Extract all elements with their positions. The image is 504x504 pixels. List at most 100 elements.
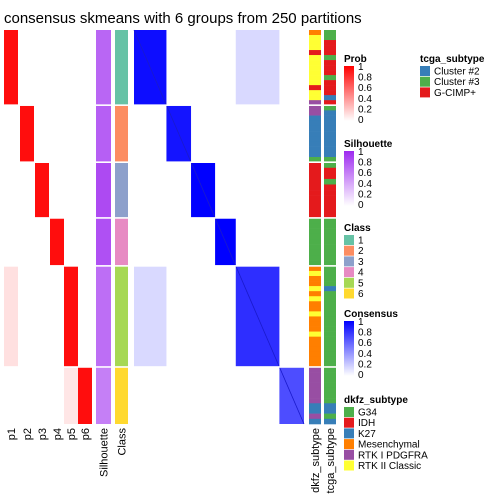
prob-column-label-p5: p5 <box>66 428 78 440</box>
tcga-legend-label: G-CIMP+ <box>434 88 476 99</box>
tcga-cell-class1-6 <box>324 60 336 66</box>
class-legend-label: 6 <box>358 289 364 300</box>
dkfz-cell-class6-5 <box>309 392 321 399</box>
consensus-legend-tick: 0 <box>358 370 364 381</box>
silhouette-legend-tick: 0.8 <box>358 158 372 169</box>
prob-cell-p4-class1 <box>50 30 64 106</box>
silhouette-bar-class4 <box>96 217 111 266</box>
consensus-diagonal-class1 <box>133 29 167 106</box>
dkfz-cell-class6-2 <box>309 377 321 383</box>
dkfz-cell-class3-1 <box>309 167 321 174</box>
tcga-cell-class5-16 <box>324 346 336 353</box>
class-cell-3 <box>115 162 128 218</box>
tcga-cell-class2-10 <box>324 157 336 163</box>
tcga-cell-class2-6 <box>324 136 336 142</box>
prob-cell-p4-class6 <box>50 366 64 424</box>
dkfz-cell-class1-3 <box>309 45 321 51</box>
tcga-cell-class2-4 <box>324 125 336 132</box>
tcga-cell-class5-1 <box>324 270 336 277</box>
dkfz-cell-class4-2 <box>309 228 321 235</box>
tcga-cell-class2-7 <box>324 141 336 147</box>
tcga-cell-class6-8 <box>324 408 336 414</box>
dkfz-legend-label: K27 <box>358 429 376 440</box>
silhouette-legend-title: Silhouette <box>344 139 393 150</box>
prob-cell-p2-class3 <box>20 162 34 218</box>
dkfz-cell-class4-8 <box>309 260 321 267</box>
dkfz-cell-class1-6 <box>309 60 321 66</box>
dkfz-cell-class1-9 <box>309 75 321 81</box>
class-legend-label: 2 <box>358 246 364 257</box>
dkfz-legend-swatch <box>344 417 354 428</box>
prob-cell-p2-class5 <box>20 265 34 367</box>
dkfz-cell-class5-5 <box>309 291 321 297</box>
prob-cell-p4-class3 <box>50 162 64 218</box>
dkfz-cell-class5-10 <box>309 316 321 322</box>
dkfz-cell-class5-8 <box>309 306 321 312</box>
legends: Prob10.80.60.40.20Silhouette10.80.60.40.… <box>344 54 485 472</box>
dkfz-cell-class4-4 <box>309 239 321 245</box>
tcga-cell-class6-4 <box>324 387 336 394</box>
column-labels: p1 p2 p3 p4 p5 p6 Silhouette Class dkfz_subtype t… <box>6 428 337 494</box>
dkfz-cell-class1-0 <box>309 30 321 36</box>
consensus-diagonal-class6 <box>279 366 305 425</box>
prob-legend-tick: 0.6 <box>358 83 372 94</box>
tcga-cell-class1-7 <box>324 65 336 71</box>
prob-cell-p1-class2 <box>4 105 18 163</box>
silhouette-bar-class2 <box>96 105 111 163</box>
prob-cell-p3-class3 <box>35 162 49 218</box>
group-separator <box>0 366 340 368</box>
prob-cell-p2-class6 <box>20 366 34 424</box>
tcga-cell-class5-6 <box>324 296 336 302</box>
dkfz-cell-class6-6 <box>309 398 321 404</box>
prob-cell-p6-class6 <box>78 366 92 424</box>
dkfz-legend-label: RTK I PDGFRA <box>358 450 428 461</box>
dkfz-cell-class1-11 <box>309 85 321 91</box>
silhouette-column-label: Silhouette <box>99 428 111 477</box>
dkfz-cell-class3-5 <box>309 190 321 196</box>
dkfz-cell-class3-7 <box>309 201 321 208</box>
tcga-cell-class5-11 <box>324 321 336 327</box>
prob-cell-p5-class6 <box>64 366 78 424</box>
tcga-cell-class4-5 <box>324 244 336 251</box>
tcga-cell-class6-2 <box>324 377 336 383</box>
heatmap-panels <box>0 29 340 425</box>
dkfz-cell-class6-4 <box>309 387 321 394</box>
dkfz-cell-class6-3 <box>309 382 321 389</box>
dkfz-cell-class6-1 <box>309 372 321 378</box>
dkfz-cell-class5-18 <box>309 356 321 363</box>
prob-legend-tick: 0.2 <box>358 104 372 115</box>
tcga-cell-class4-2 <box>324 228 336 235</box>
class-legend-swatch <box>344 288 354 299</box>
tcga-cell-class3-9 <box>324 212 336 219</box>
tcga-cell-class1-5 <box>324 55 336 61</box>
prob-legend-tick: 1 <box>358 62 364 73</box>
tcga-cell-class5-8 <box>324 306 336 312</box>
dkfz-cell-class2-3 <box>309 120 321 127</box>
consensus-diagonal-class2 <box>166 105 192 163</box>
prob-cell-p4-class2 <box>50 105 64 163</box>
consensus-diagonal-class3 <box>190 162 216 219</box>
tcga-cell-class4-8 <box>324 260 336 267</box>
tcga-cell-class2-0 <box>324 105 336 111</box>
dkfz-cell-class6-10 <box>309 418 321 425</box>
dkfz-cell-class2-2 <box>309 115 321 122</box>
consensus-diagonal-class4 <box>214 217 237 267</box>
prob-cell-p3-class1 <box>35 30 49 106</box>
dkfz-cell-class5-14 <box>309 336 321 343</box>
prob-legend-tick: 0.8 <box>358 73 372 84</box>
tcga-cell-class5-12 <box>324 326 336 332</box>
tcga-cell-class3-0 <box>324 162 336 169</box>
dkfz-cell-class2-1 <box>309 110 321 116</box>
tcga-legend-swatch <box>420 66 430 76</box>
tcga-cell-class1-0 <box>324 30 336 36</box>
prob-cell-p6-class5 <box>78 265 92 367</box>
dkfz-cell-class2-0 <box>309 105 321 111</box>
dkfz-column-label: dkfz_subtype <box>310 428 322 493</box>
prob-cell-p4-class5 <box>50 265 64 367</box>
dkfz-legend-swatch <box>344 428 354 439</box>
dkfz-cell-class6-0 <box>309 366 321 373</box>
tcga-cell-class6-1 <box>324 372 336 378</box>
prob-cell-p4-class4 <box>50 217 64 266</box>
dkfz-cell-class2-7 <box>309 141 321 147</box>
